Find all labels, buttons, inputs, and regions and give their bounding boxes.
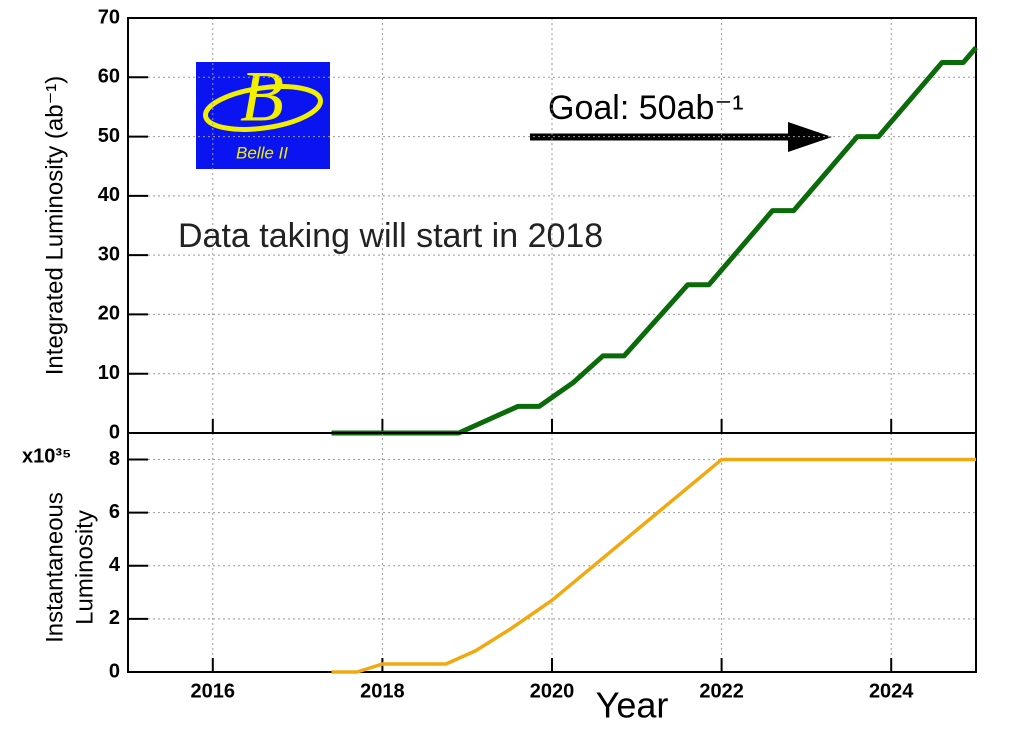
x-tick-label: 2022: [699, 680, 744, 702]
y-axis-label: Integrated Luminosity (ab⁻¹): [41, 76, 68, 375]
y-tick-label: 0: [109, 421, 120, 443]
y-tick-label: 50: [98, 125, 120, 147]
note-annotation: Data taking will start in 2018: [178, 217, 603, 255]
data-line: [331, 46, 978, 436]
logo-swoosh: [202, 84, 324, 132]
logo-text: Belle II: [236, 143, 288, 162]
y-tick-label: 60: [98, 66, 120, 88]
y-axis-label: Luminosity: [71, 510, 98, 625]
y-tick-label: 6: [109, 501, 120, 523]
x-tick-label: 2018: [360, 680, 405, 702]
y-tick-label: 2: [109, 607, 120, 629]
y-tick-label: 30: [98, 243, 120, 265]
y-tick-label: 0: [109, 660, 120, 682]
y-tick-label: 4: [109, 554, 121, 576]
y-tick-label: 8: [109, 448, 120, 470]
plot-frame: [127, 432, 977, 673]
logo-letter: B: [240, 57, 284, 137]
y-tick-label: 20: [98, 303, 120, 325]
y-tick-label: 10: [98, 362, 120, 384]
x-tick-label: 2016: [191, 680, 236, 702]
data-line: [331, 457, 976, 674]
goal-annotation: Goal: 50ab⁻¹: [548, 89, 744, 127]
x-tick-label: 2024: [869, 680, 914, 702]
y-axis-label: Instantaneous: [41, 492, 68, 643]
x-tick-label: 2020: [530, 680, 575, 702]
x-axis-label: Year: [596, 685, 669, 726]
y-multiplier: x10³⁵: [22, 445, 71, 467]
y-tick-label: 40: [98, 184, 120, 206]
y-tick-label: 70: [98, 6, 120, 28]
